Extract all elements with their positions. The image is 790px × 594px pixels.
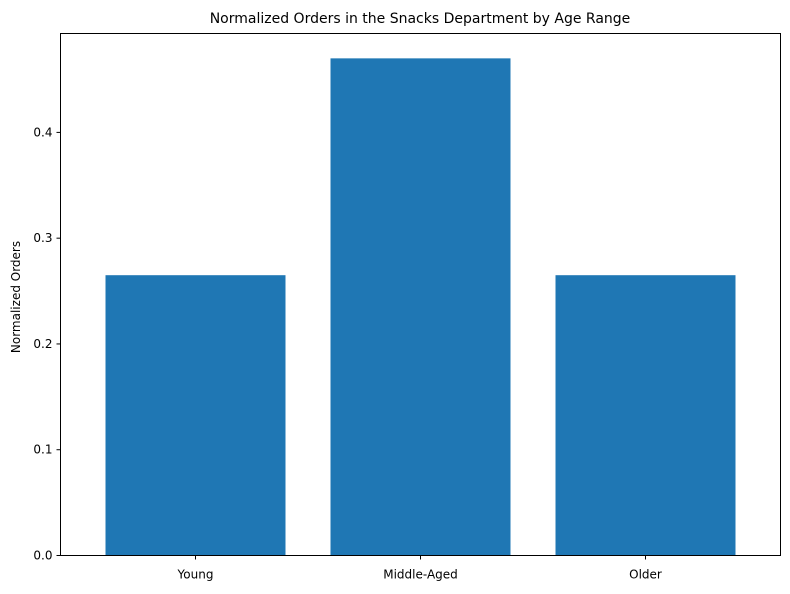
y-tick-label: 0.1 [33, 443, 52, 457]
bars [105, 58, 736, 556]
x-tick-label: Young [177, 568, 214, 582]
x-tick-label: Older [629, 568, 662, 582]
y-tick-label: 0.3 [33, 231, 52, 245]
y-tick-label: 0.0 [33, 549, 52, 563]
x-tick-label: Middle-Aged [383, 568, 458, 582]
bar-middle-aged [330, 58, 511, 556]
y-tick-label: 0.2 [33, 337, 52, 351]
bar-young [105, 275, 286, 556]
y-axis-ticks: 0.0 0.1 0.2 0.3 0.4 [33, 125, 61, 563]
plot-frame [60, 33, 781, 556]
x-axis-ticks: Young Middle-Aged Older [177, 555, 662, 582]
y-tick-label: 0.4 [33, 125, 52, 139]
y-axis-label: Normalized Orders [9, 241, 23, 353]
bar-older [555, 275, 736, 556]
chart-title: Normalized Orders in the Snacks Departme… [210, 11, 631, 27]
